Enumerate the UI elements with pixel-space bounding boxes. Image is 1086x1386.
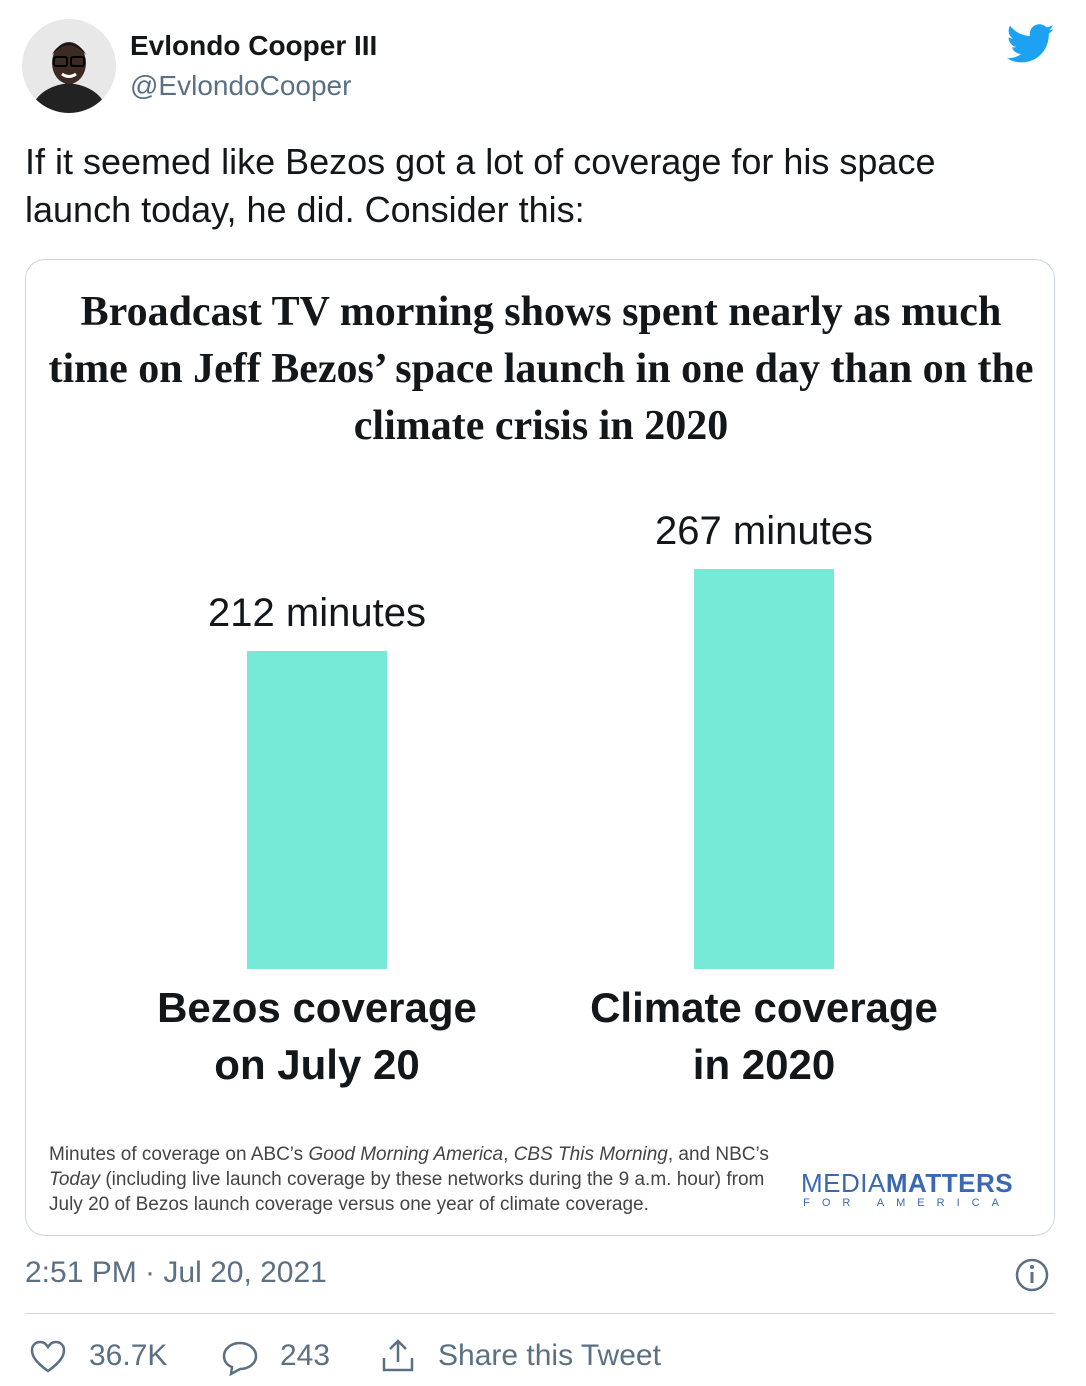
footnote: Minutes of coverage on ABC’s Good Mornin… — [49, 1142, 769, 1217]
value-label: 212 minutes — [208, 591, 426, 636]
footnote-text: Good Morning America — [308, 1144, 504, 1165]
like-count[interactable]: 36.7K — [89, 1339, 168, 1372]
user-name[interactable]: Evlondo Cooper III — [130, 30, 378, 61]
footnote-text: , — [503, 1144, 514, 1165]
footnote-text: Today — [49, 1169, 101, 1190]
reply-count[interactable]: 243 — [280, 1339, 331, 1372]
logo-subtext: FOR AMERICA — [803, 1197, 1011, 1209]
timestamp[interactable]: 2:51 PM · Jul 20, 2021 — [25, 1256, 327, 1289]
divider — [25, 1313, 1055, 1314]
image-card[interactable]: Broadcast TV morning shows spent nearly … — [25, 259, 1055, 1236]
bar — [694, 569, 834, 969]
category-label: Climate coverage in 2020 — [590, 984, 938, 1088]
logo-text: MATTERS — [885, 1168, 1014, 1198]
value-label: 267 minutes — [655, 509, 873, 553]
tweet-text: If it seemed like Bezos got a lot of cov… — [25, 141, 936, 230]
share-icon[interactable] — [380, 1338, 416, 1374]
category-label: Bezos coverage on July 20 — [157, 984, 477, 1088]
user-handle[interactable]: @EvlondoCooper — [130, 70, 352, 101]
avatar[interactable] — [22, 19, 116, 113]
footnote-text: , and NBC’s — [667, 1144, 769, 1165]
share-button[interactable]: Share this Tweet — [438, 1339, 661, 1372]
chart-title: Broadcast TV morning shows spent nearly … — [48, 289, 1034, 449]
bar — [247, 651, 387, 969]
footnote-text: CBS This Morning — [513, 1144, 668, 1165]
footnote-text: Minutes of coverage on ABC’s — [49, 1144, 309, 1165]
like-icon[interactable] — [30, 1340, 66, 1374]
footnote-text: (including live launch coverage by these… — [49, 1169, 765, 1215]
logo: MEDIAMATTERS FOR AMERICA — [801, 1168, 1013, 1209]
info-icon[interactable] — [1014, 1257, 1050, 1293]
twitter-logo[interactable] — [1007, 24, 1055, 64]
logo-text: MEDIA — [801, 1168, 886, 1198]
reply-icon[interactable] — [221, 1340, 259, 1376]
